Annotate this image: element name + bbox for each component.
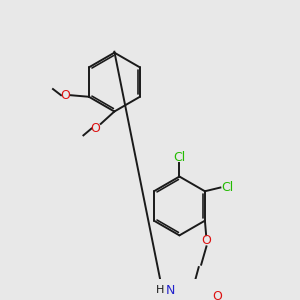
Text: O: O xyxy=(202,234,212,247)
Text: Cl: Cl xyxy=(173,151,185,164)
Text: O: O xyxy=(60,89,70,102)
Text: N: N xyxy=(166,284,175,297)
Text: O: O xyxy=(90,122,100,135)
Text: O: O xyxy=(212,290,222,300)
Text: Cl: Cl xyxy=(221,181,233,194)
Text: H: H xyxy=(156,285,165,296)
